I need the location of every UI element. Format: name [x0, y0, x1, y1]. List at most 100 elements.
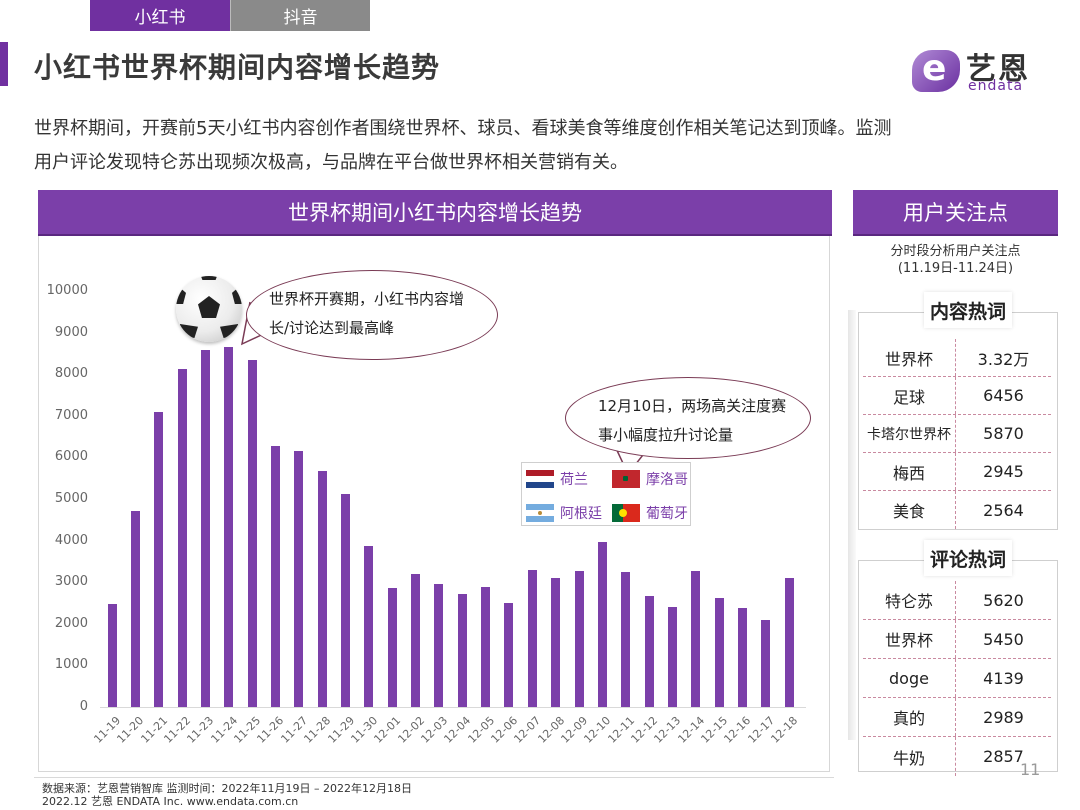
portugal-flag-icon: [612, 504, 640, 522]
keyword-row: 世界杯 3.32万: [863, 339, 1051, 377]
content-keywords-table: 世界杯 3.32万足球 6456 卡塔尔世界杯 5870 梅西 2945 美食 2564: [858, 312, 1058, 530]
keyword-row: doge 4139: [863, 659, 1051, 698]
bar-11-20: [130, 510, 140, 707]
bar-11-21: [154, 412, 164, 707]
keyword-count: 4139: [983, 668, 1024, 688]
keyword-count: 3.32万: [977, 349, 1030, 369]
legend-label: 葡萄牙: [646, 506, 688, 522]
peak-annotation-line-1: 世界杯开赛期，小红书内容增: [269, 290, 465, 308]
bar-12-13: [667, 607, 677, 707]
y-axis-tick: 4000: [54, 532, 88, 548]
y-axis-tick: 7000: [54, 407, 88, 423]
legend-item-argentina: 阿根廷: [526, 503, 602, 523]
bar-11-23: [200, 350, 210, 707]
y-axis-tick: 6000: [54, 449, 88, 465]
keyword-count: 2564: [983, 500, 1024, 520]
legend-item-portugal: 葡萄牙: [612, 503, 688, 523]
bar-12-18: [784, 578, 794, 707]
keyword-count: 2989: [983, 707, 1024, 727]
keyword-count: 5620: [983, 590, 1024, 610]
keyword-term: 梅西: [863, 453, 956, 490]
bar-12-06: [504, 603, 514, 707]
bar-12-03: [434, 583, 444, 707]
bar-11-22: [177, 368, 187, 707]
keyword-count: 2857: [983, 747, 1024, 766]
soccer-ball-icon: [176, 276, 242, 342]
y-axis-tick: 10000: [46, 283, 88, 298]
title-accent-bar: [0, 42, 8, 86]
peak-annotation-bubble: 世界杯开赛期，小红书内容增 长/讨论达到最高峰: [246, 270, 498, 360]
legend-item-morocco: 摩洛哥: [612, 469, 688, 489]
keyword-count: 6456: [983, 386, 1024, 405]
keyword-term: 美食: [863, 491, 956, 529]
bar-11-27: [294, 451, 304, 707]
footer-line-1: 数据来源：艺恩营销智库 监测时间：2022年11月19日 – 2022年12月1…: [42, 782, 412, 795]
endata-logo: 艺恩 endata: [912, 44, 1042, 96]
keyword-term: 卡塔尔世界杯: [863, 415, 956, 452]
page-title: 小红书世界杯期间内容增长趋势: [34, 51, 441, 84]
x-axis-line: [100, 707, 806, 708]
comment-keywords-label: 评论热词: [924, 540, 1012, 576]
legend-label: 阿根廷: [560, 506, 602, 522]
keyword-row: 美食 2564: [863, 491, 1051, 529]
bar-12-10: [597, 542, 607, 707]
keyword-row: 足球 6456: [863, 377, 1051, 415]
legend-label: 荷兰: [560, 472, 588, 488]
legend-item-netherlands: 荷兰: [526, 469, 588, 489]
endata-logo-icon: [912, 48, 960, 92]
bar-12-08: [551, 578, 561, 707]
y-axis-tick: 9000: [54, 324, 88, 340]
keyword-term: 世界杯: [863, 339, 956, 376]
keyword-row: 世界杯 5450: [863, 620, 1051, 659]
subtitle-line-1: 分时段分析用户关注点: [890, 244, 1021, 259]
morocco-flag-icon: [612, 470, 640, 488]
tab-xiaohongshu[interactable]: 小红书: [90, 0, 230, 31]
y-axis-tick: 3000: [54, 574, 88, 590]
content-keywords-label: 内容热词: [924, 292, 1012, 328]
side-decoration: [848, 310, 856, 740]
bar-11-26: [270, 446, 280, 707]
y-axis-tick: 2000: [54, 615, 88, 631]
bar-11-24: [224, 347, 234, 707]
intro-line-1: 世界杯期间，开赛前5天小红书内容创作者围绕世界杯、球员、看球美食等维度创作相关笔…: [34, 118, 892, 139]
bar-12-14: [691, 570, 701, 707]
legend-label: 摩洛哥: [646, 472, 688, 488]
keyword-row: 特仑苏 5620: [863, 581, 1051, 620]
bar-12-09: [574, 571, 584, 707]
keyword-row: 真的 2989: [863, 698, 1051, 737]
y-axis-tick: 5000: [54, 491, 88, 506]
keyword-term: 足球: [863, 377, 956, 414]
bar-12-01: [387, 588, 397, 707]
footer-source: 数据来源：艺恩营销智库 监测时间：2022年11月19日 – 2022年12月1…: [42, 782, 412, 808]
comment-keywords-table: 特仑苏 5620 世界杯 5450 doge 4139 真的 2989 牛奶 2857: [858, 560, 1058, 776]
subtitle-line-2: (11.19日-11.24日): [897, 261, 1014, 276]
keyword-count: 5870: [983, 424, 1024, 443]
intro-line-2: 用户评论发现特仑苏出现频次极高，与品牌在平台做世界杯相关营销有关。: [34, 152, 628, 173]
footer-line-2: 2022.12 艺恩 ENDATA Inc. www.endata.com.cn: [42, 795, 299, 808]
bar-12-02: [411, 573, 421, 707]
argentina-flag-icon: [526, 504, 554, 522]
tab-douyin[interactable]: 抖音: [230, 0, 370, 31]
y-axis-tick: 1000: [54, 657, 88, 673]
y-axis-tick: 0: [79, 699, 88, 714]
dec10-annotation-line-2: 事小幅度拉升讨论量: [598, 426, 734, 444]
netherlands-flag-icon: [526, 470, 554, 488]
bar-12-12: [644, 596, 654, 707]
keyword-row: 梅西 2945: [863, 453, 1051, 491]
keyword-row: 卡塔尔世界杯 5870: [863, 415, 1051, 453]
bar-12-04: [457, 593, 467, 707]
keyword-term: 特仑苏: [863, 581, 956, 619]
logo-en-text: endata: [968, 78, 1024, 94]
chart-title: 世界杯期间小红书内容增长趋势: [38, 190, 832, 236]
flag-legend: 荷兰 摩洛哥 阿根廷 葡萄牙: [521, 462, 691, 526]
bar-12-05: [481, 587, 491, 707]
bar-11-30: [364, 546, 374, 707]
bar-11-25: [247, 360, 257, 707]
logo-cn-text: 艺恩: [966, 52, 1030, 87]
y-axis-tick: 8000: [54, 366, 88, 382]
keyword-row: 牛奶 2857: [863, 737, 1051, 776]
bar-12-11: [621, 571, 631, 707]
bar-12-15: [714, 598, 724, 707]
bar-12-16: [737, 608, 747, 707]
keyword-term: 牛奶: [863, 737, 956, 776]
